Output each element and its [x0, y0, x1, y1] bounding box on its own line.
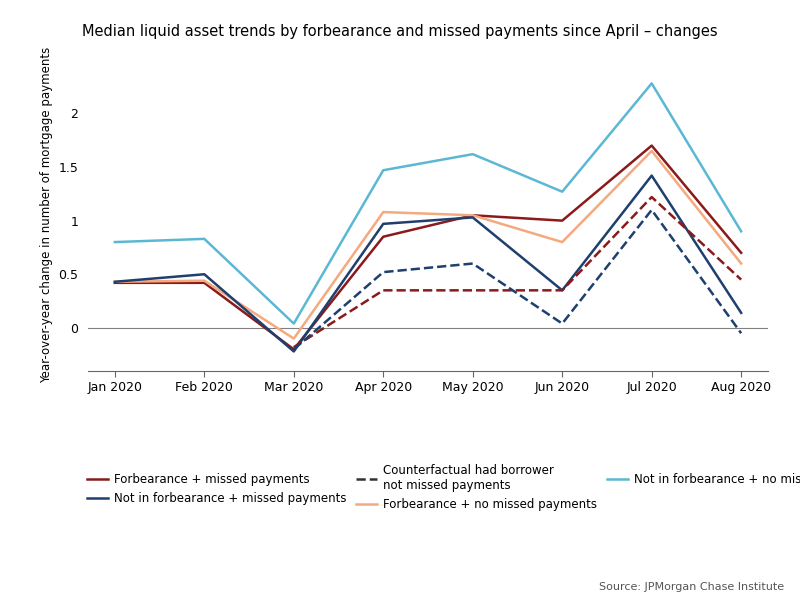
Legend: Forbearance + missed payments, Not in forbearance + missed payments, Counterfact: Forbearance + missed payments, Not in fo…	[87, 463, 800, 511]
Text: Source: JPMorgan Chase Institute: Source: JPMorgan Chase Institute	[599, 582, 784, 592]
Y-axis label: Year-over-year change in number of mortgage payments: Year-over-year change in number of mortg…	[40, 47, 53, 383]
Text: Median liquid asset trends by forbearance and missed payments since April – chan: Median liquid asset trends by forbearanc…	[82, 24, 718, 39]
